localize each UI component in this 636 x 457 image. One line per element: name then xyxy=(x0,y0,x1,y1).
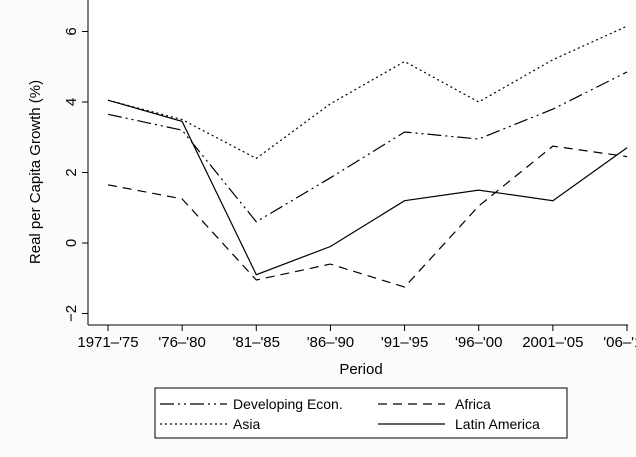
legend-label-africa: Africa xyxy=(455,396,491,412)
y-tick-label: 2 xyxy=(63,168,80,176)
x-tick-label: 1971–'75 xyxy=(77,334,138,351)
plot-area xyxy=(88,0,628,325)
x-tick-label: '81–'85 xyxy=(233,334,280,351)
x-tick-label: '86–'90 xyxy=(307,334,354,351)
series-line-asia xyxy=(107,25,628,160)
series-line-africa xyxy=(107,145,628,288)
y-tick-label: 6 xyxy=(63,27,80,35)
x-tick-label: '06–'10 xyxy=(603,334,636,351)
legend-label-asia: Asia xyxy=(233,416,260,432)
y-tick-label: −2 xyxy=(63,305,80,322)
legend: Developing Econ. Africa Asia Latin America xyxy=(154,387,568,439)
legend-label-latin-america: Latin America xyxy=(455,416,540,432)
series-layer xyxy=(107,25,628,288)
legend-label-developing-econ: Developing Econ. xyxy=(233,396,343,412)
x-tick-label: '96–'00 xyxy=(455,334,502,351)
axes: −2 0 2 4 6 1971–'75 '76–'80 '81–'85 '86–'90 '91–'… xyxy=(63,0,636,351)
x-tick-label: '91–'95 xyxy=(381,334,428,351)
y-axis-title: Real per Capita Growth (%) xyxy=(27,80,44,264)
series-line-latin-america xyxy=(107,99,628,276)
x-tick-label: 2001–'05 xyxy=(522,334,583,351)
x-tick-label: '76–'80 xyxy=(158,334,205,351)
y-tick-label: 4 xyxy=(63,98,80,106)
y-tick-label: 0 xyxy=(63,239,80,247)
legend-box xyxy=(154,387,568,439)
series-line-developing-econ xyxy=(107,71,628,223)
x-axis-title: Period xyxy=(339,361,382,378)
